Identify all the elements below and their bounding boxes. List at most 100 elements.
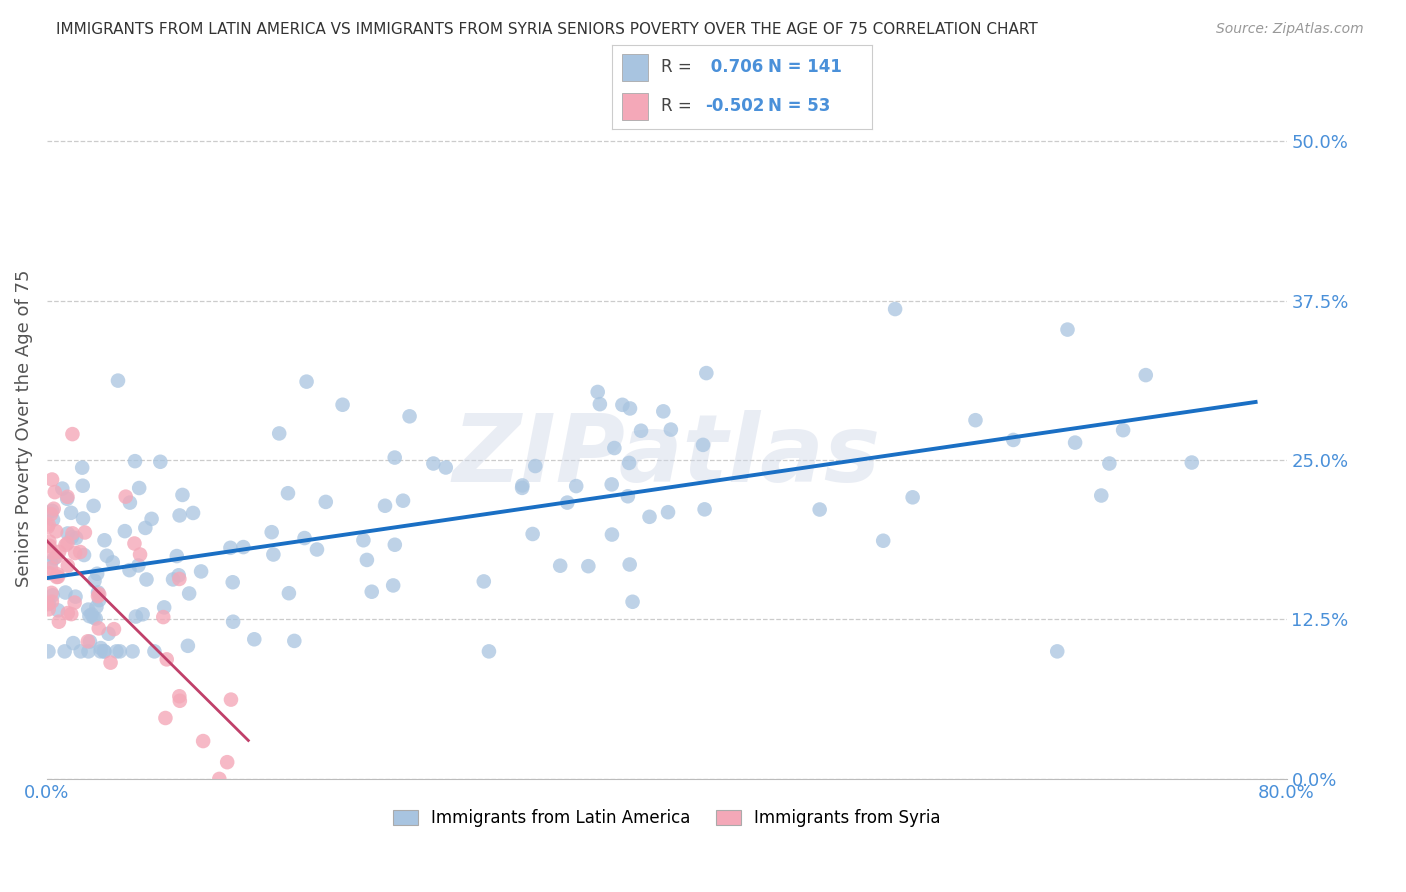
Point (55, 585, 77, 599)
Point (808, 502, 831, 516)
Point (124, 536, 146, 550)
Point (79, 609, 101, 624)
Point (41, 473, 63, 487)
Point (56, 491, 79, 506)
Point (93, 644, 115, 658)
Point (222, 575, 245, 590)
Point (96, 549, 118, 563)
Point (37, 644, 59, 658)
Point (149, 455, 172, 469)
Text: N = 141: N = 141 (768, 59, 842, 77)
Point (69, 545, 91, 559)
Point (87, 585, 110, 599)
Point (1046, 644, 1069, 658)
Point (884, 301, 907, 316)
Point (382, 578, 405, 592)
Point (101, 555, 124, 569)
Point (1064, 435, 1087, 450)
Point (41, 595, 63, 609)
Point (73, 525, 96, 540)
Point (65, 590, 87, 604)
Point (374, 499, 396, 513)
Point (219, 541, 242, 555)
Point (612, 398, 634, 412)
Point (217, 755, 239, 769)
Point (695, 366, 717, 380)
Point (46, 570, 69, 584)
Point (93, 644, 115, 658)
Point (191, 734, 214, 748)
Point (107, 374, 129, 388)
Point (44, 485, 66, 500)
Point (89, 593, 111, 607)
Point (65, 531, 87, 545)
Point (555, 495, 578, 509)
Point (360, 584, 382, 599)
Point (48, 545, 70, 559)
Point (77, 602, 100, 616)
Point (80, 607, 103, 622)
Point (124, 454, 146, 468)
Point (384, 450, 406, 465)
Point (208, 772, 231, 786)
Point (63, 546, 86, 560)
Point (169, 508, 191, 523)
Point (56, 536, 79, 550)
Point (617, 489, 640, 503)
Point (1112, 423, 1135, 437)
Point (305, 542, 328, 557)
Point (548, 558, 571, 573)
Point (152, 610, 174, 624)
Point (510, 481, 533, 495)
Point (127, 558, 149, 573)
Point (243, 632, 266, 647)
Point (100, 656, 122, 670)
Point (392, 493, 415, 508)
Point (512, 478, 534, 492)
Point (89, 587, 111, 601)
Point (118, 563, 141, 577)
Point (46, 603, 69, 617)
Point (222, 615, 245, 629)
Point (38, 597, 60, 611)
Point (56, 526, 79, 541)
Point (232, 540, 254, 554)
Point (86, 599, 108, 614)
Point (90, 641, 112, 656)
Point (69, 644, 91, 658)
Point (262, 548, 284, 562)
Point (76, 634, 98, 648)
Point (1002, 433, 1025, 447)
Point (70, 460, 93, 475)
Point (692, 438, 714, 452)
Point (41, 546, 63, 560)
Point (39, 556, 62, 570)
Point (576, 559, 599, 574)
Point (434, 460, 457, 475)
Point (53, 644, 76, 658)
Point (356, 553, 378, 567)
Point (125, 609, 148, 624)
Point (38, 517, 60, 532)
Point (638, 509, 661, 524)
Point (155, 711, 177, 725)
Point (619, 401, 641, 416)
Point (41, 504, 63, 518)
Point (105, 644, 128, 658)
Point (97, 626, 120, 640)
Point (62, 427, 84, 442)
Point (51, 482, 73, 496)
Point (39, 561, 62, 575)
Point (83, 610, 105, 624)
Y-axis label: Seniors Poverty Over the Age of 75: Seniors Poverty Over the Age of 75 (15, 269, 32, 587)
Point (37, 520, 59, 534)
Point (295, 375, 318, 389)
Point (522, 527, 544, 541)
Text: R =: R = (661, 59, 692, 77)
Point (60, 607, 83, 621)
Point (77, 644, 100, 658)
Point (589, 397, 612, 411)
Point (84, 611, 107, 625)
Point (294, 531, 316, 545)
Point (55, 538, 77, 552)
